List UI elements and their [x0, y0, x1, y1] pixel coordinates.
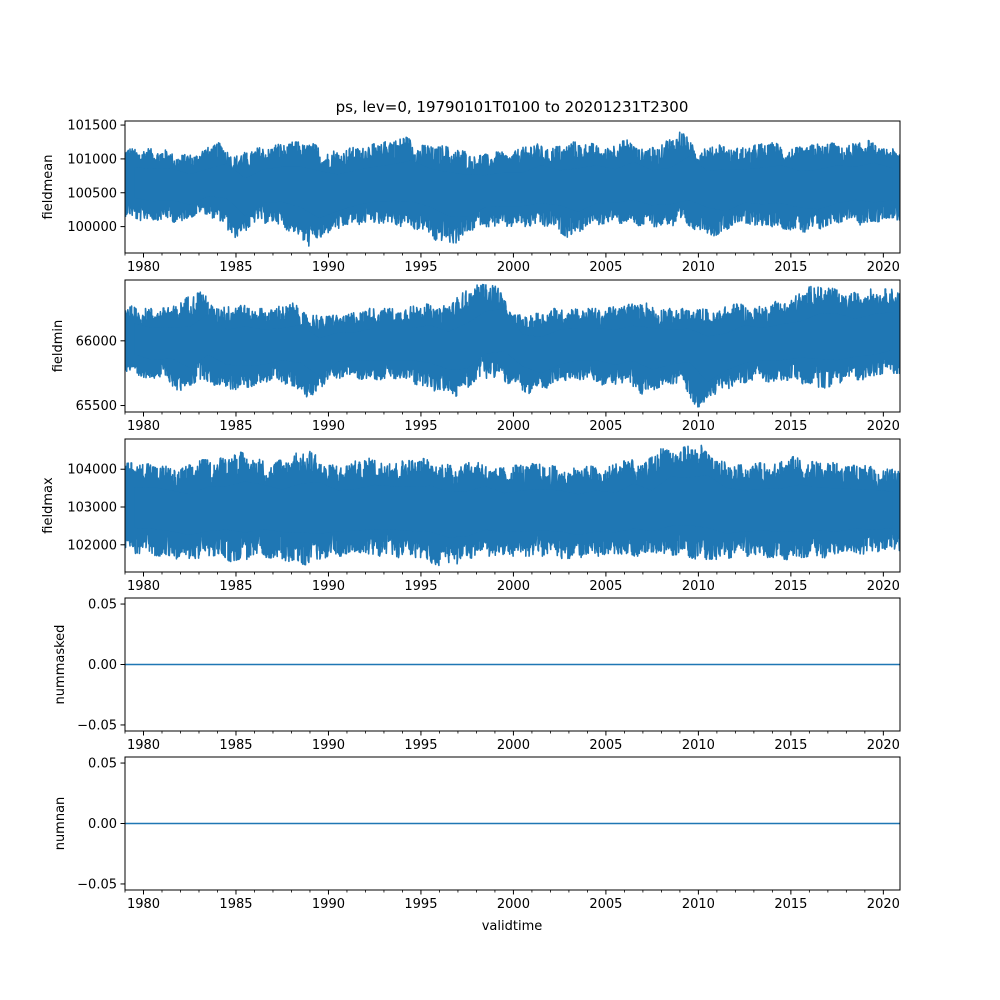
- x-tick-label: 2020: [867, 419, 900, 434]
- x-tick-label: 1985: [219, 738, 252, 753]
- y-tick-label: 65500: [76, 399, 117, 414]
- subplot-fieldmin: 1980 1985 1990 1995 2000 2005 2010 2015 2020 6550…: [51, 279, 901, 434]
- y-tick-label: 104000: [67, 463, 117, 478]
- x-axis-label: validtime: [482, 919, 543, 934]
- x-tick-label: 1985: [219, 260, 252, 275]
- x-tick-label: 1990: [312, 260, 345, 275]
- series-core-fieldmax: [134, 475, 893, 538]
- subplot-fieldmean: 1980 1985 1990 1995 2000 2005 2010 2015 2020 1000…: [41, 119, 901, 275]
- x-tick-label: 2015: [774, 419, 807, 434]
- x-tick-label: 1990: [312, 897, 345, 912]
- x-tick-label: 2020: [867, 579, 900, 594]
- series-core-fieldmin: [134, 308, 893, 382]
- x-tick-label: 1995: [404, 260, 437, 275]
- x-tick-label: 1980: [127, 579, 160, 594]
- x-tick-label: 1995: [404, 579, 437, 594]
- y-tick-label: 100500: [67, 186, 117, 201]
- x-tick-label: 2005: [589, 260, 622, 275]
- axes-frame: [124, 438, 901, 573]
- x-tick-label: 2015: [774, 738, 807, 753]
- x-tick-label: 1980: [127, 897, 160, 912]
- x-tick-label: 2000: [497, 897, 530, 912]
- x-tick-label: 2020: [867, 897, 900, 912]
- x-tick-label: 2000: [497, 738, 530, 753]
- x-tick-label: 2010: [682, 738, 715, 753]
- x-tick-label: 1995: [404, 738, 437, 753]
- y-tick-label: 0.05: [88, 757, 117, 772]
- x-tick-label: 1985: [219, 897, 252, 912]
- x-tick-label: 2010: [682, 579, 715, 594]
- x-tick-label: 1980: [127, 419, 160, 434]
- x-tick-label: 2020: [867, 738, 900, 753]
- y-tick-label: −0.05: [77, 877, 117, 892]
- y-axis-label-fieldmin: fieldmin: [51, 320, 66, 373]
- y-tick-label: 101000: [67, 152, 117, 167]
- y-axis-label-fieldmean: fieldmean: [41, 155, 56, 220]
- series-group: [125, 283, 900, 408]
- y-axis-label-fieldmax: fieldmax: [41, 477, 56, 534]
- series-core-fieldmean: [134, 156, 893, 219]
- x-tick-label: 2005: [589, 897, 622, 912]
- x-tick-label: 2005: [589, 738, 622, 753]
- x-tick-label: 2020: [867, 260, 900, 275]
- y-axis-label-nummasked: nummasked: [53, 625, 68, 705]
- x-tick-label: 2000: [497, 419, 530, 434]
- y-tick-label: 101500: [67, 119, 117, 134]
- subplot-numnan: 1980 1985 1990 1995 2000 2005 2010 2015 2020 −0.0…: [53, 756, 901, 912]
- x-tick-label: 1980: [127, 738, 160, 753]
- y-tick-label: 66000: [76, 334, 117, 349]
- x-tick-label: 2005: [589, 579, 622, 594]
- axes-frame: [124, 279, 901, 413]
- y-tick-label: −0.05: [77, 718, 117, 733]
- y-tick-label: 100000: [67, 220, 117, 235]
- x-tick-label: 2015: [774, 897, 807, 912]
- subplot-stack: 1980 1985 1990 1995 2000 2005 2010 2015 2020 1000…: [41, 119, 901, 912]
- x-tick-label: 2010: [682, 897, 715, 912]
- figure-title: ps, lev=0, 19790101T0100 to 20201231T230…: [336, 98, 689, 116]
- x-tick-label: 1995: [404, 897, 437, 912]
- x-tick-label: 1990: [312, 419, 345, 434]
- y-tick-label: 102000: [67, 538, 117, 553]
- x-tick-label: 2000: [497, 260, 530, 275]
- y-tick-label: 103000: [67, 501, 117, 516]
- y-axis-label-numnan: numnan: [53, 797, 68, 851]
- x-tick-label: 2010: [682, 260, 715, 275]
- y-tick-label: 0.00: [88, 658, 117, 673]
- x-tick-label: 1990: [312, 738, 345, 753]
- y-tick-label: 0.00: [88, 817, 117, 832]
- series-group: [125, 131, 900, 247]
- x-tick-label: 2005: [589, 419, 622, 434]
- axes-frame: [124, 120, 901, 254]
- x-tick-label: 2015: [774, 579, 807, 594]
- x-tick-label: 1980: [127, 260, 160, 275]
- subplot-fieldmax: 1980 1985 1990 1995 2000 2005 2010 2015 2020 1020…: [41, 438, 901, 594]
- x-tick-label: 2015: [774, 260, 807, 275]
- x-tick-label: 1985: [219, 579, 252, 594]
- x-tick-label: 2000: [497, 579, 530, 594]
- x-tick-label: 1995: [404, 419, 437, 434]
- x-tick-label: 1985: [219, 419, 252, 434]
- y-tick-label: 0.05: [88, 598, 117, 613]
- series-group: [125, 444, 900, 567]
- x-tick-label: 1990: [312, 579, 345, 594]
- x-tick-label: 2010: [682, 419, 715, 434]
- subplot-nummasked: 1980 1985 1990 1995 2000 2005 2010 2015 2020 −0.0…: [53, 597, 901, 753]
